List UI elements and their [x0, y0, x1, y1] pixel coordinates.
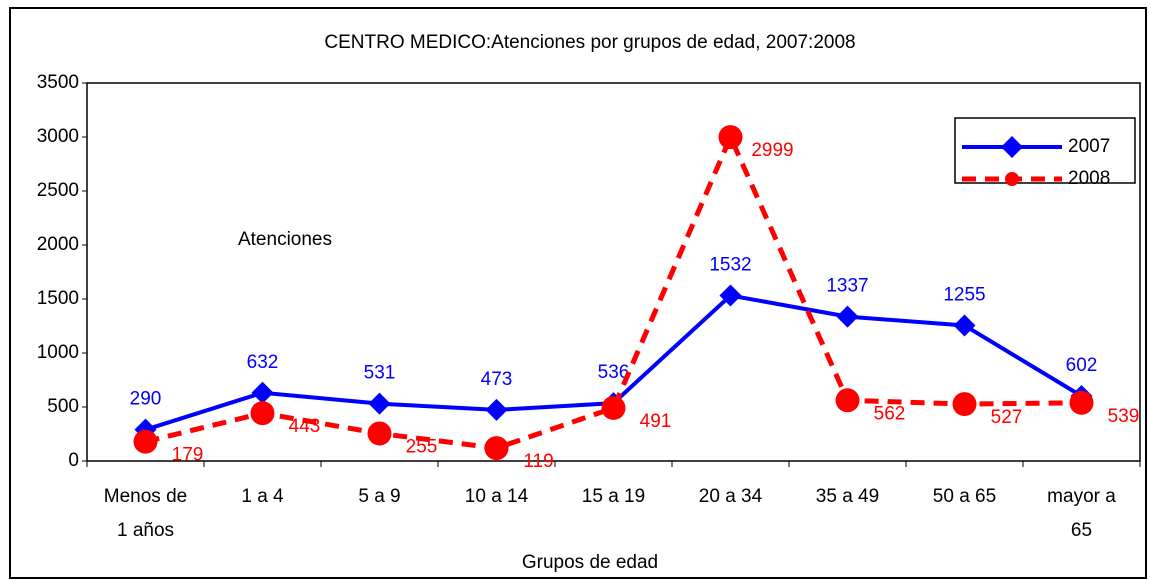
x-tick-label: mayor a	[1047, 486, 1116, 507]
point	[953, 314, 976, 337]
legend-label: 2007	[1068, 136, 1110, 157]
point	[952, 392, 977, 417]
x-tick-label: 15 a 19	[582, 486, 645, 507]
point	[835, 388, 860, 413]
y-tick-label: 3000	[37, 126, 79, 147]
chart-title: CENTRO MEDICO:Atenciones por grupos de e…	[324, 32, 855, 53]
y-tick-label: 0	[68, 450, 79, 471]
data-label: 473	[481, 369, 513, 390]
data-label: 491	[640, 411, 672, 432]
data-label: 290	[130, 389, 162, 410]
point	[250, 401, 275, 426]
data-label: 527	[991, 407, 1023, 428]
data-label: 602	[1066, 355, 1098, 376]
point	[251, 381, 274, 404]
y-tick-label: 3500	[37, 72, 79, 93]
legend-label: 2008	[1068, 168, 1110, 189]
data-label: 531	[364, 363, 396, 384]
point	[719, 284, 742, 307]
data-label: 119	[523, 451, 553, 472]
y-tick-label: 500	[47, 396, 79, 417]
x-tick-label: 35 a 49	[816, 486, 879, 507]
legend-marker	[1001, 136, 1023, 158]
x-tick-label: 50 a 65	[933, 486, 996, 507]
point	[484, 436, 509, 461]
point	[133, 429, 158, 454]
data-label: 1337	[826, 276, 868, 297]
x-tick-label: 5 a 9	[358, 486, 400, 507]
legend-marker	[1005, 172, 1019, 186]
y-tick-label: 1000	[37, 342, 79, 363]
point	[601, 395, 626, 420]
data-label: 179	[172, 445, 204, 466]
x-tick-label: 20 a 34	[699, 486, 763, 507]
data-label: 2999	[751, 140, 793, 161]
point	[485, 398, 508, 421]
y-axis-label: Atenciones	[238, 229, 332, 250]
data-label: 443	[289, 416, 321, 437]
y-tick-label: 2000	[37, 234, 79, 255]
point	[367, 421, 392, 446]
x-axis-label: Grupos de edad	[522, 552, 658, 573]
x-tick-label: 10 a 14	[465, 486, 529, 507]
data-label: 255	[406, 436, 438, 457]
y-tick-label: 1500	[37, 288, 79, 309]
x-tick-label: Menos de	[104, 486, 187, 507]
point	[836, 305, 859, 328]
data-label: 1255	[943, 284, 985, 305]
point	[1069, 390, 1094, 415]
data-label: 1532	[709, 255, 751, 276]
legend-box	[954, 117, 1136, 184]
x-tick-label: 1 a 4	[241, 486, 284, 507]
point	[368, 392, 391, 415]
data-label: 539	[1108, 406, 1140, 427]
y-tick-label: 2500	[37, 180, 79, 201]
data-label: 536	[598, 362, 630, 383]
data-label: 562	[874, 403, 906, 424]
data-label: 632	[247, 352, 279, 373]
point	[718, 125, 743, 150]
x-tick-label: 65	[1071, 520, 1092, 541]
x-tick-label: 1 años	[117, 520, 174, 541]
